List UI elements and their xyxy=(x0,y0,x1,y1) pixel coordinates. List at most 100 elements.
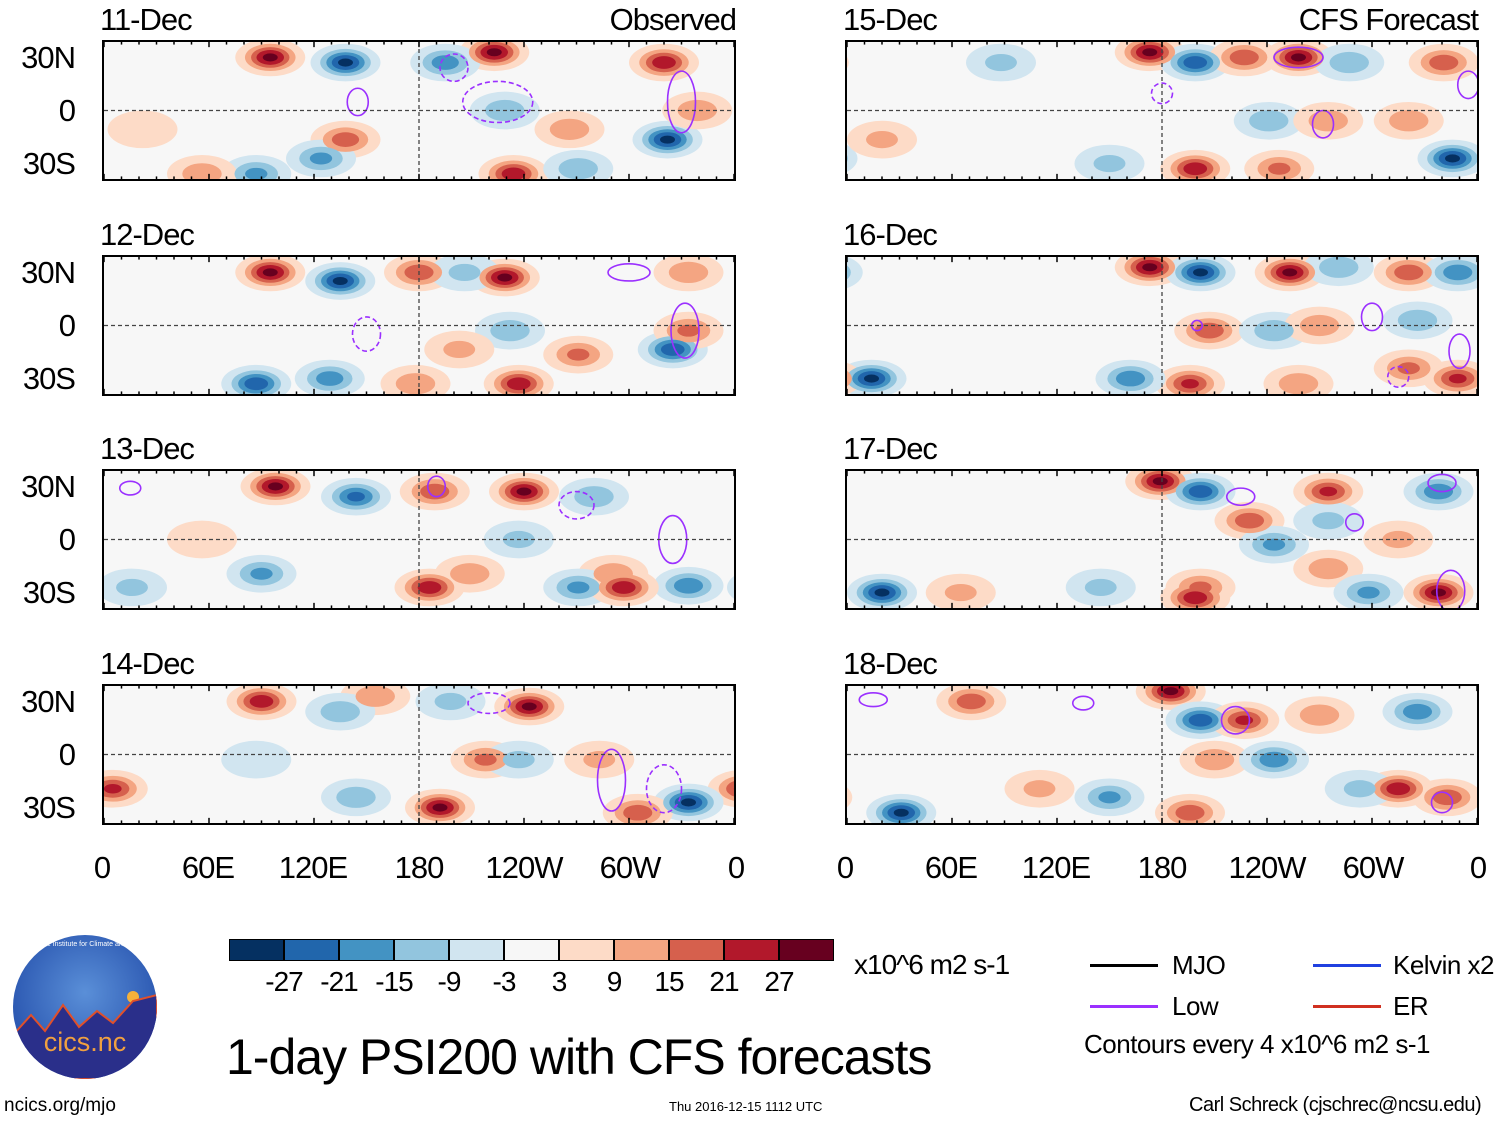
lat-label: 30S xyxy=(22,146,76,181)
anomaly-contour xyxy=(660,343,685,356)
anomaly-contour xyxy=(107,110,178,149)
anomaly-contour xyxy=(355,686,395,707)
legend-low-line xyxy=(1090,1005,1158,1008)
anomaly-contour xyxy=(1093,155,1126,173)
anomaly-contour xyxy=(268,482,283,491)
anomaly-contour xyxy=(432,803,448,812)
anomaly-contour xyxy=(847,145,858,172)
legend-low-label: Low xyxy=(1172,991,1219,1021)
anomaly-contour xyxy=(1397,309,1438,331)
low-filter-contour xyxy=(1458,71,1477,98)
anomaly-contour xyxy=(668,261,709,284)
legend-kelvin-label: Kelvin x2 xyxy=(1393,950,1495,980)
low-filter-contour xyxy=(559,492,594,519)
anomaly-contour xyxy=(1084,578,1117,597)
anomaly-contour xyxy=(521,702,537,711)
anomaly-contour xyxy=(262,53,278,62)
colorbar-label: 3 xyxy=(551,966,568,997)
anomaly-contour xyxy=(1262,538,1286,551)
colorbar-label: -3 xyxy=(492,966,517,997)
anomaly-contour xyxy=(1329,51,1369,74)
anomaly-contour xyxy=(1152,477,1168,486)
anomaly-contour xyxy=(1308,110,1348,132)
lat-label: 0 xyxy=(58,522,76,557)
colorbar-label: -27 xyxy=(265,966,303,997)
lon-label: 120E xyxy=(1021,850,1091,885)
colorbar-label: 21 xyxy=(709,966,739,997)
lat-label: 30N xyxy=(21,469,76,504)
lon-label: 120W xyxy=(485,850,564,885)
anomaly-contour xyxy=(417,581,442,594)
low-filter-contour xyxy=(1073,696,1094,710)
contour-note: Contours every 4 x10^6 m2 s-1 xyxy=(1084,1029,1430,1059)
lat-label: 30S xyxy=(22,361,76,396)
low-filter-contour xyxy=(468,693,510,714)
anomaly-contour xyxy=(1299,704,1340,726)
anomaly-contour xyxy=(956,693,986,710)
colorbar-swatch xyxy=(504,939,559,961)
lat-label: 0 xyxy=(58,93,76,128)
anomaly-contour xyxy=(347,491,365,502)
anomaly-contour xyxy=(1142,48,1158,57)
anomaly-contour xyxy=(336,786,376,808)
anomaly-contour xyxy=(652,56,676,69)
footer-url[interactable]: ncics.org/mjo xyxy=(4,1095,116,1116)
anomaly-contour xyxy=(474,753,497,766)
anomaly-contour xyxy=(1397,362,1420,375)
anomaly-contour xyxy=(1443,264,1473,281)
anomaly-contour xyxy=(677,324,700,337)
anomaly-contour xyxy=(1382,530,1415,549)
colorbar-swatch xyxy=(559,939,614,961)
anomaly-contour xyxy=(1163,687,1179,696)
anomaly-contour xyxy=(866,131,898,149)
panel-date: 18-Dec xyxy=(843,646,938,681)
anomaly-contour xyxy=(1308,557,1348,580)
anomaly-contour xyxy=(893,808,909,817)
lat-label: 0 xyxy=(58,737,76,772)
map-panel xyxy=(845,40,1479,181)
anomaly-contour xyxy=(847,257,863,289)
anomaly-contour xyxy=(1319,486,1338,497)
anomaly-contour xyxy=(497,273,513,282)
lon-label: 0 xyxy=(836,850,854,885)
mountain-icon xyxy=(13,991,157,1079)
anomaly-contour xyxy=(448,263,481,281)
colorbar-label: 15 xyxy=(654,966,684,997)
colorbar-swatch xyxy=(669,939,724,961)
anomaly-contour xyxy=(1429,54,1459,71)
lon-label: 60E xyxy=(181,850,235,885)
anomaly-contour xyxy=(727,576,734,599)
anomaly-contour xyxy=(249,695,274,708)
anomaly-contour xyxy=(320,701,360,723)
anomaly-contour xyxy=(660,135,675,144)
anomaly-contour xyxy=(1291,53,1306,62)
low-filter-contour xyxy=(1222,707,1250,734)
anomaly-contour xyxy=(567,348,590,361)
anomaly-contour xyxy=(944,584,977,602)
anomaly-contour xyxy=(486,48,502,57)
low-filter-contour xyxy=(1428,474,1456,491)
anomaly-contour xyxy=(502,751,535,769)
anomaly-contour xyxy=(116,578,148,597)
anomaly-contour xyxy=(847,56,849,69)
anomaly-contour xyxy=(245,167,268,179)
lat-label: 30S xyxy=(22,575,76,610)
low-filter-contour xyxy=(1432,792,1453,813)
anomaly-contour xyxy=(1319,257,1359,278)
panel-date: 12-Dec xyxy=(100,217,195,252)
legend-er-line xyxy=(1313,1005,1381,1008)
observed-label: Observed xyxy=(609,2,737,37)
lon-label: 180 xyxy=(394,850,445,885)
anomaly-contour xyxy=(847,370,852,387)
anomaly-contour xyxy=(1183,162,1208,176)
anomaly-contour xyxy=(1098,791,1121,804)
anomaly-contour xyxy=(1254,320,1294,342)
anomaly-contour xyxy=(490,320,530,342)
lon-label: 60E xyxy=(924,850,978,885)
footer-author: Carl Schreck (cjschrec@ncsu.edu) xyxy=(1189,1094,1482,1116)
anomaly-contour xyxy=(1142,263,1158,272)
anomaly-contour xyxy=(221,740,292,779)
logo-ring-text: Cooperative Institute for Climate and Sa… xyxy=(13,941,157,948)
anomaly-contour xyxy=(574,486,614,508)
anomaly-contour xyxy=(1432,789,1462,806)
